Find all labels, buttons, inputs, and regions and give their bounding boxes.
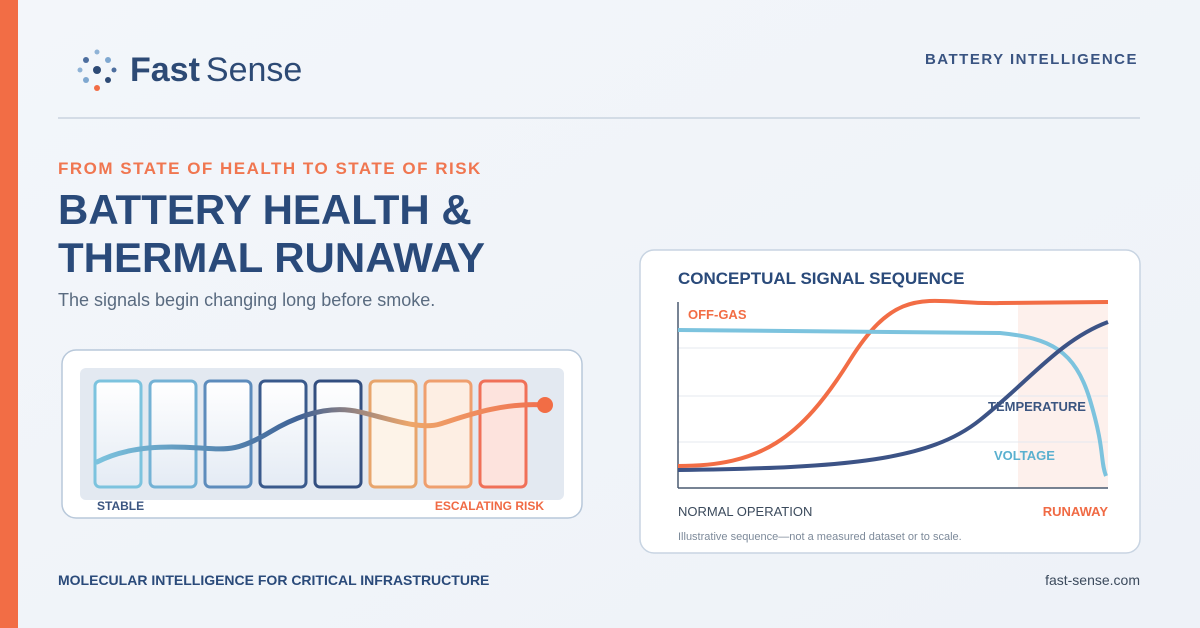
cell: [478, 379, 528, 489]
cell: [423, 379, 473, 489]
cell: [258, 379, 308, 489]
note: Illustrative sequence—not a measured dat…: [678, 531, 962, 543]
cell: [313, 379, 363, 489]
risk-wave: [94, 402, 548, 465]
risk-dot: [537, 397, 553, 413]
cell: [148, 379, 198, 489]
runaway-zone: [1018, 302, 1108, 488]
signal-title: CONCEPTUAL SIGNAL SEQUENCE: [678, 269, 965, 288]
temperature-curve: [677, 320, 1109, 472]
grid: [678, 347, 1108, 443]
brand-bold: Fast: [130, 51, 200, 89]
tagline: MOLECULAR INTELLIGENCE FOR CRITICAL INFR…: [58, 572, 489, 588]
logo-mark: [77, 49, 117, 91]
title-line: BATTERY HEALTH &: [58, 186, 472, 233]
cell: [203, 379, 253, 489]
brand-name: Fast Sense: [130, 51, 302, 89]
x-end-label: RUNAWAY: [1043, 504, 1109, 519]
header-tag: BATTERY INTELLIGENCE: [925, 51, 1138, 68]
signal-card: [639, 249, 1141, 554]
series-label: VOLTAGE: [994, 448, 1055, 463]
brand-light: Sense: [206, 51, 302, 89]
start-label: STABLE: [97, 499, 144, 513]
offgas-curve: [677, 298, 1109, 468]
cell: [368, 379, 418, 489]
cell: [93, 379, 143, 489]
url: fast-sense.com: [1045, 572, 1140, 588]
subtitle: The signals begin changing long before s…: [58, 290, 435, 310]
accent-bar: [0, 0, 18, 628]
eyebrow: FROM STATE OF HEALTH TO STATE OF RISK: [58, 159, 482, 178]
end-label: ESCALATING RISK: [435, 499, 544, 513]
title-line: THERMAL RUNAWAY: [58, 234, 485, 281]
series-label: TEMPERATURE: [988, 399, 1086, 414]
cells: [93, 379, 528, 489]
x-start-label: NORMAL OPERATION: [678, 504, 812, 519]
voltage-curve: [677, 328, 1108, 477]
series-label: OFF-GAS: [688, 307, 747, 322]
